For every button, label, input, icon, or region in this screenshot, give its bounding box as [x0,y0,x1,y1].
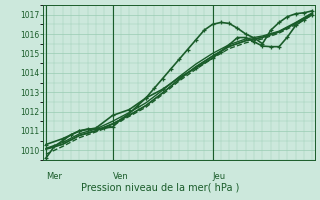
Text: Mer: Mer [46,172,62,181]
Text: Pression niveau de la mer( hPa ): Pression niveau de la mer( hPa ) [81,182,239,192]
Text: Ven: Ven [113,172,128,181]
Text: Jeu: Jeu [212,172,226,181]
